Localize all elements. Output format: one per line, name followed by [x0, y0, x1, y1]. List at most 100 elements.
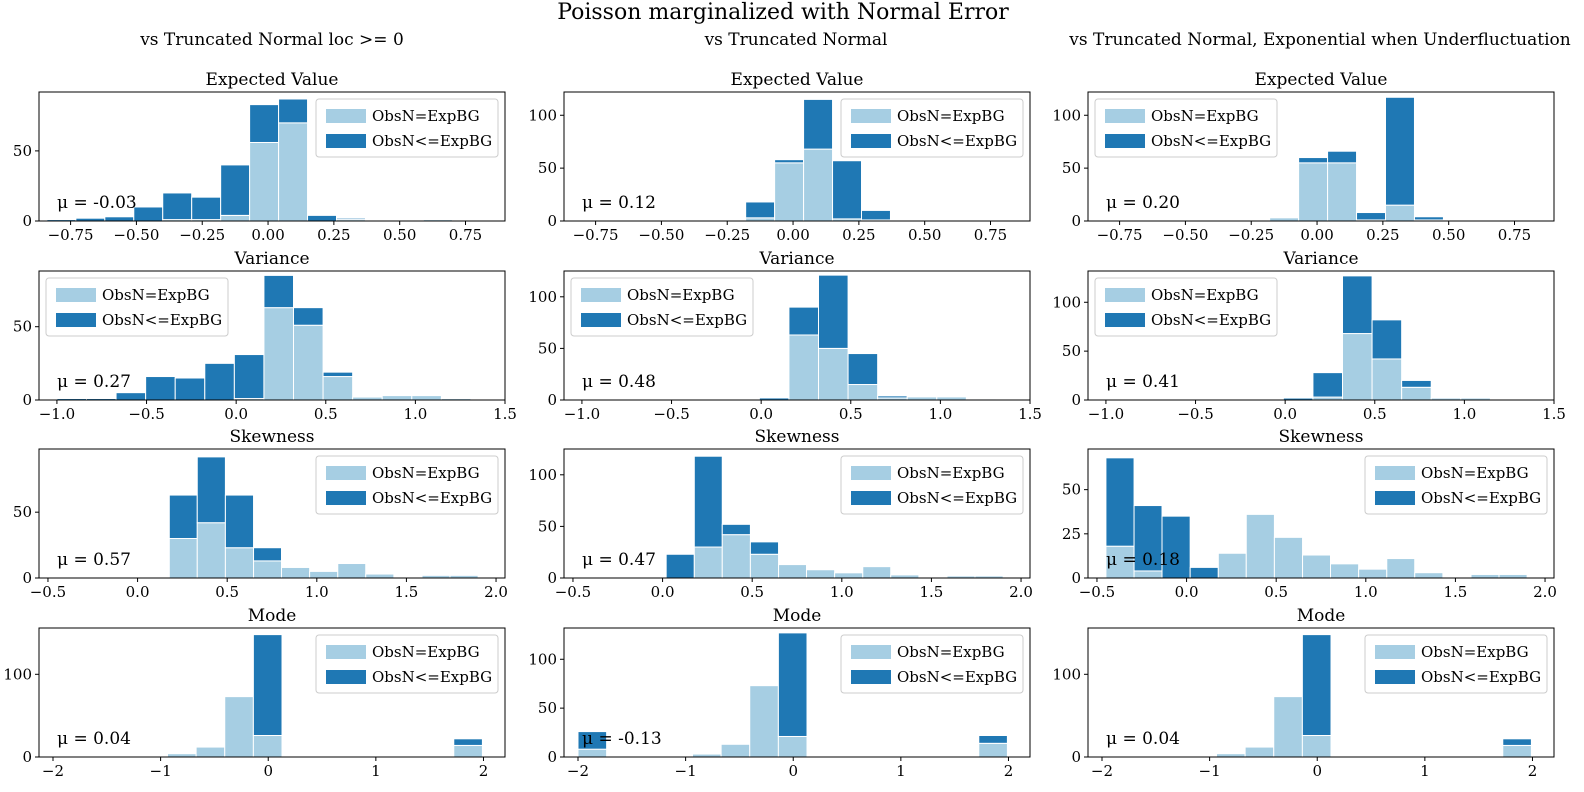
- legend-swatch-obsn-eq-expbg: [326, 109, 366, 123]
- bar-obsn-eq-expbg: [1133, 570, 1163, 579]
- bar-obsn-eq-expbg: [1302, 554, 1331, 579]
- column-title-3: vs Truncated Normal, Exponential when Un…: [1068, 30, 1570, 50]
- x-tick-label: −1: [1199, 762, 1221, 780]
- bar-obsn-eq-expbg: [721, 534, 751, 579]
- bar-obsn-eq-expbg: [1470, 573, 1500, 579]
- y-tick-label: 25: [1062, 525, 1081, 543]
- x-tick-label: −1.0: [39, 405, 75, 423]
- x-tick-label: 1.5: [1443, 583, 1467, 601]
- y-tick-label: 0: [1071, 212, 1081, 230]
- axes-frame: [38, 627, 506, 758]
- bar-obsn-eq-expbg: [1245, 513, 1275, 579]
- bar-obsn-eq-expbg: [1244, 746, 1275, 758]
- bar-obsn-eq-expbg: [293, 324, 324, 401]
- x-tick-label: 0.5: [314, 405, 338, 423]
- x-tick-label: −0.5: [1177, 405, 1213, 423]
- legend-label: ObsN=ExpBG: [372, 107, 480, 125]
- y-tick-label: 0: [547, 569, 557, 587]
- y-tick-label: 50: [538, 159, 557, 177]
- bar-obsn-eq-expbg: [1414, 572, 1444, 579]
- legend: ObsN=ExpBG ObsN<=ExpBG: [45, 277, 229, 337]
- panel-title: Variance: [1282, 249, 1358, 269]
- x-tick-label: 1.0: [305, 583, 329, 601]
- bar-obsn-le-expbg: [693, 455, 723, 548]
- bar-obsn-eq-expbg: [220, 214, 251, 222]
- legend-swatch-obsn-eq-expbg: [1375, 466, 1415, 480]
- legend-swatch-obsn-eq-expbg: [326, 466, 366, 480]
- bar-obsn-eq-expbg: [365, 573, 395, 579]
- x-tick-label: −0.5: [653, 405, 689, 423]
- legend-label: ObsN=ExpBG: [102, 286, 210, 304]
- mean-annotation: μ = 0.41: [1106, 372, 1180, 392]
- legend: ObsN=ExpBG ObsN<=ExpBG: [840, 634, 1024, 694]
- legend-swatch-obsn-le-expbg: [851, 491, 891, 505]
- bar-obsn-le-expbg: [162, 192, 193, 221]
- chart-panel-5: Variance −1.0 −0.5 0.0 0.5 1.0 1.5 0 50 100 μ = 0.…: [528, 249, 1042, 423]
- bar-obsn-eq-expbg: [278, 122, 309, 222]
- mean-annotation: μ = 0.04: [1106, 729, 1180, 749]
- x-tick-label: −0.25: [1228, 226, 1274, 244]
- bar-obsn-le-expbg: [788, 306, 820, 336]
- x-tick-label: 0.50: [383, 226, 416, 244]
- bar-obsn-eq-expbg: [196, 522, 226, 579]
- legend: ObsN=ExpBG ObsN<=ExpBG: [840, 455, 1024, 515]
- y-tick-label: 0: [547, 391, 557, 409]
- x-tick-label: 0.50: [908, 226, 941, 244]
- x-tick-label: −0.50: [113, 226, 159, 244]
- bar-obsn-eq-expbg: [1498, 573, 1528, 579]
- x-tick-label: 0.75: [974, 226, 1007, 244]
- bar-obsn-eq-expbg: [1105, 545, 1135, 579]
- y-tick-label: 100: [3, 665, 32, 683]
- bar-obsn-eq-expbg: [862, 566, 892, 579]
- bar-obsn-eq-expbg: [777, 735, 808, 758]
- x-tick-label: 1.5: [1542, 405, 1566, 423]
- mean-annotation: μ = 0.48: [582, 372, 656, 392]
- x-tick-label: 1: [896, 762, 906, 780]
- legend-label: ObsN<=ExpBG: [897, 668, 1017, 686]
- x-tick-label: 0.0: [749, 405, 773, 423]
- legend-swatch-obsn-eq-expbg: [1105, 109, 1145, 123]
- legend-swatch-obsn-le-expbg: [326, 134, 366, 148]
- x-tick-label: 0.25: [842, 226, 875, 244]
- legend: ObsN=ExpBG ObsN<=ExpBG: [1364, 455, 1548, 515]
- bar-obsn-eq-expbg: [1342, 333, 1373, 401]
- bar-obsn-le-expbg: [253, 547, 282, 562]
- bar-obsn-le-expbg: [847, 353, 879, 386]
- x-tick-label: 1.0: [403, 405, 427, 423]
- legend-swatch-obsn-eq-expbg: [56, 288, 96, 302]
- chart-panel-10: Mode −2 −1 0 1 2 0 100 μ = 0.04 ObsN=ExpBG ObsN<=E…: [3, 606, 506, 780]
- y-tick-label: 0: [22, 569, 32, 587]
- axes-frame: [1087, 627, 1555, 758]
- legend-swatch-obsn-le-expbg: [1375, 670, 1415, 684]
- bar-obsn-le-expbg: [204, 362, 235, 401]
- legend-label: ObsN<=ExpBG: [897, 489, 1017, 507]
- x-tick-label: 0.0: [126, 583, 150, 601]
- bar-obsn-le-expbg: [721, 523, 751, 536]
- bar-obsn-le-expbg: [749, 541, 780, 555]
- chart-panel-12: Mode −2 −1 0 1 2 0 100 μ = 0.04 ObsN=ExpBG ObsN<=E…: [1052, 606, 1555, 780]
- axes-frame: [563, 448, 1031, 579]
- bar-obsn-eq-expbg: [337, 563, 367, 579]
- legend-label: ObsN=ExpBG: [1151, 286, 1259, 304]
- bar-obsn-eq-expbg: [1273, 536, 1304, 579]
- y-tick-label: 100: [528, 288, 557, 306]
- chart-panel-1: Expected Value −0.75 −0.50 −0.25 0.00 0.25 0.5…: [13, 70, 506, 244]
- panel-title: Expected Value: [206, 70, 339, 90]
- bar-obsn-le-expbg: [1401, 379, 1432, 388]
- x-tick-label: 0.0: [1175, 583, 1199, 601]
- mean-annotation: μ = 0.20: [1106, 193, 1180, 213]
- bar-obsn-le-expbg: [174, 377, 206, 401]
- bar-obsn-eq-expbg: [978, 742, 1008, 758]
- y-tick-label: 50: [538, 517, 557, 535]
- panel-title: Skewness: [1278, 427, 1363, 447]
- legend-swatch-obsn-le-expbg: [851, 134, 891, 148]
- column-title-2: vs Truncated Normal: [704, 30, 888, 50]
- x-tick-label: 2.0: [1009, 583, 1033, 601]
- bar-obsn-le-expbg: [191, 196, 222, 221]
- y-tick-label: 0: [547, 748, 557, 766]
- x-tick-label: 0.5: [1363, 405, 1387, 423]
- y-tick-label: 50: [13, 503, 32, 521]
- bar-obsn-eq-expbg: [309, 570, 339, 579]
- x-tick-label: −2: [567, 762, 589, 780]
